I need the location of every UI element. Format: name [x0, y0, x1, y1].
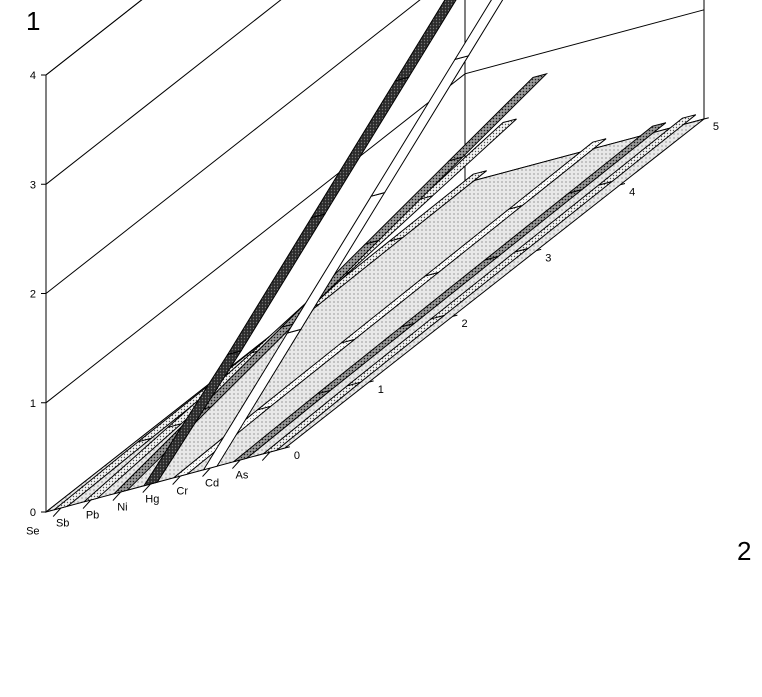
- category-tick-label: Hg: [145, 493, 159, 505]
- chart-ticks: 0 1 2 3 4 Se Sb Pb Ni Hg Cr Cd As 0 1 2 3 4 5: [26, 70, 719, 537]
- ribbon-segment: [447, 72, 549, 162]
- gridline-2: [45, 0, 421, 294]
- x-tick-label: 2: [461, 318, 467, 330]
- x-tick-mark: [703, 117, 709, 120]
- series-ribbon-Cd: [233, 122, 667, 463]
- category-tick-label: Ni: [117, 501, 127, 513]
- corner-label-2: 2: [737, 536, 751, 566]
- x-tick-label: 1: [378, 384, 384, 396]
- y-tick-label: 2: [30, 289, 36, 301]
- gridline-1: [45, 9, 705, 404]
- series-ribbon-Cr: [202, 0, 504, 471]
- x-tick-label: 5: [713, 121, 719, 133]
- y-tick-label: 4: [30, 70, 36, 82]
- y-tick-label: 3: [30, 179, 36, 191]
- category-tick-label: Se: [26, 525, 39, 537]
- x-tick-mark: [452, 314, 458, 317]
- series-ribbon-As: [263, 114, 697, 455]
- category-tick-label: Sb: [56, 517, 69, 529]
- category-tick-label: Pb: [86, 509, 99, 521]
- gridline-3: [45, 0, 282, 185]
- category-tick-mark: [172, 475, 181, 485]
- x-tick-mark: [368, 380, 374, 383]
- category-tick-mark: [112, 491, 122, 501]
- category-tick-mark: [82, 499, 92, 509]
- category-tick-mark: [232, 459, 241, 469]
- category-tick-label: Cr: [176, 485, 188, 497]
- category-tick-mark: [142, 483, 151, 493]
- ribbon-segment: [568, 122, 667, 194]
- ribbon-segment: [453, 0, 504, 61]
- x-tick-mark: [536, 248, 542, 252]
- y-tick-label: 0: [30, 507, 36, 519]
- ribbon-segment: [508, 138, 607, 210]
- chart-ribbons: [53, 0, 697, 511]
- category-tick-label: Cd: [205, 477, 219, 489]
- ribbon-segment: [389, 170, 487, 242]
- category-tick-mark: [52, 507, 62, 517]
- corner-label-1: 1: [26, 6, 40, 36]
- category-tick-mark: [261, 451, 271, 461]
- x-tick-label: 3: [545, 252, 551, 264]
- ribbon-segment: [310, 76, 410, 219]
- ribbon-segment: [418, 118, 517, 200]
- y-tick-label: 1: [30, 398, 36, 410]
- category-tick-label: As: [236, 469, 249, 481]
- category-tick-mark: [202, 467, 211, 477]
- gridline-4: [45, 0, 143, 76]
- series-ribbon-Ni: [142, 0, 457, 487]
- ribbon-segment: [394, 0, 457, 82]
- x-tick-mark: [620, 183, 626, 186]
- x-tick-mark: [284, 446, 290, 449]
- x-tick-label: 4: [629, 187, 635, 199]
- x-tick-label: 0: [294, 450, 300, 462]
- ribbon-segment: [598, 114, 697, 186]
